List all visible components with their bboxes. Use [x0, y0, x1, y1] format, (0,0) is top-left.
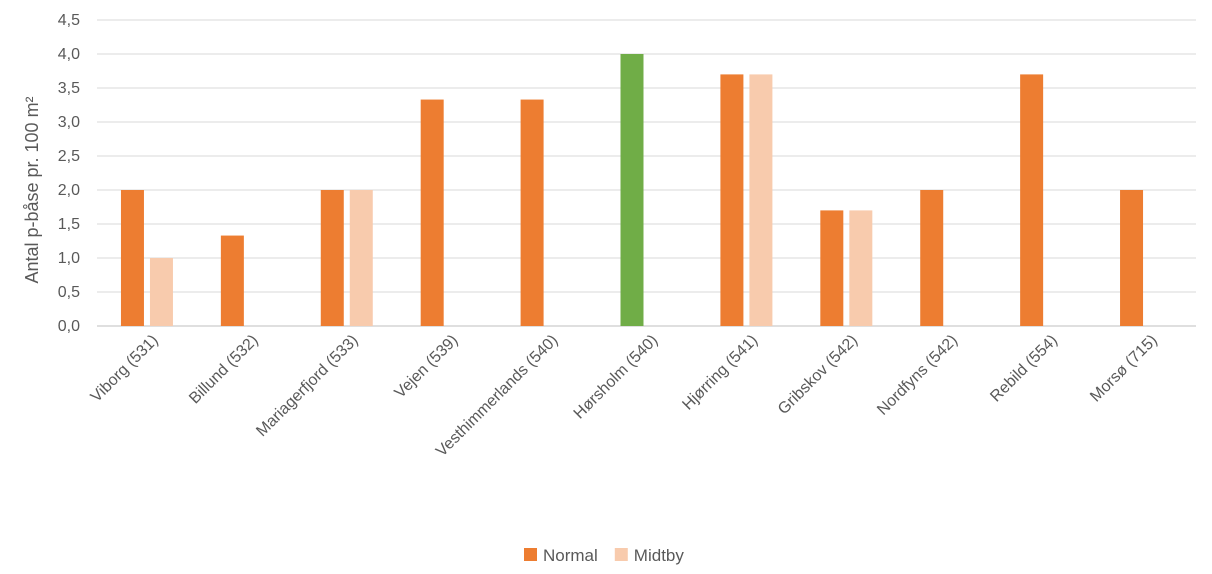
bar-normal [520, 99, 544, 326]
category-label: Gribskov (542) [775, 332, 861, 418]
y-tick-label: 3,0 [58, 114, 80, 131]
category-label: Mariagerfjord (533) [253, 332, 361, 440]
bar-normal [220, 235, 244, 326]
category-label: Hørsholm (540) [571, 332, 662, 423]
category-label: Morsø (715) [1087, 332, 1161, 406]
bar-normal [620, 54, 644, 326]
y-tick-label: 2,5 [58, 148, 80, 165]
bar-normal [820, 210, 844, 326]
y-axis-ticks: 0,0 0,5 1,0 1,5 2,0 2,5 3,0 3,5 4,0 4,5 [58, 12, 80, 335]
y-axis-title: Antal p-båse pr. 100 m² [22, 96, 42, 283]
bar-normal [320, 190, 344, 326]
category-label: Rebild (554) [987, 332, 1061, 406]
legend-swatch [614, 548, 628, 561]
bar-midtby [749, 74, 773, 327]
bar-midtby [149, 258, 173, 326]
y-tick-label: 4,5 [58, 12, 80, 29]
x-axis-categories: Viborg (531) Billund (532)Mariagerfjord (… [88, 332, 1161, 460]
category-label: Hjørring (541) [679, 332, 761, 414]
y-tick-label: 1,0 [58, 250, 80, 267]
category-label: Nordfyns (542) [874, 332, 961, 419]
legend-label: Normal [543, 546, 598, 565]
legend-label: Midtby [634, 546, 685, 565]
bars [120, 54, 1144, 327]
bar-midtby [349, 190, 373, 326]
y-tick-label: 0,5 [58, 284, 80, 301]
y-tick-label: 1,5 [58, 216, 80, 233]
y-tick-label: 0,0 [58, 318, 80, 335]
legend-item-normal: Normal [524, 546, 598, 565]
bar-midtby [849, 210, 873, 326]
gridlines [97, 19, 1196, 327]
bar-normal [720, 74, 744, 327]
category-label: Vejen (539) [392, 332, 462, 402]
legend: Normal Midtby [524, 546, 684, 565]
bar-normal [120, 190, 144, 326]
bar-normal [1020, 74, 1044, 327]
bar-normal [420, 99, 444, 326]
category-label: Viborg (531) [88, 332, 162, 406]
bar-normal [1120, 190, 1144, 326]
y-tick-label: 4,0 [58, 46, 80, 63]
bar-normal [920, 190, 944, 326]
legend-item-midtby: Midtby [614, 546, 685, 565]
legend-swatch [524, 548, 537, 561]
y-tick-label: 2,0 [58, 182, 80, 199]
y-tick-label: 3,5 [58, 80, 80, 97]
category-label: Billund (532) [186, 332, 262, 408]
